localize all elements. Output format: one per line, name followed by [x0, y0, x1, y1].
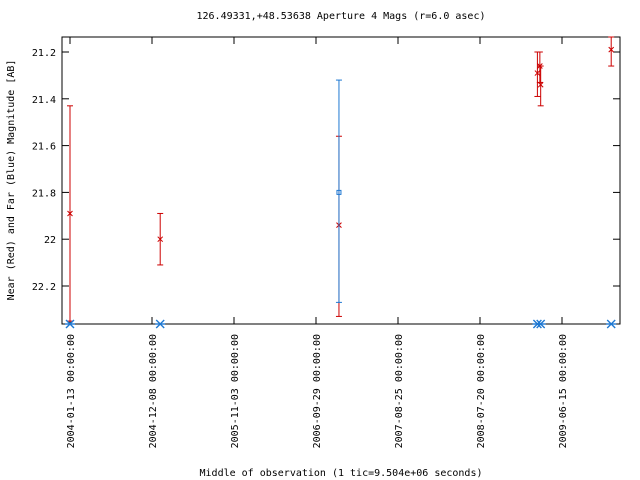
y-tick-label: 21.4: [32, 95, 56, 106]
data-point: [534, 70, 541, 76]
y-tick-label: 22: [44, 235, 56, 246]
limit-marker: [535, 319, 546, 329]
data-point: [608, 46, 615, 53]
y-tick-label: 21.6: [32, 142, 56, 153]
limit-marker: [155, 319, 166, 329]
x-tick-label: 2004-12-08 00:00:00: [148, 334, 159, 448]
y-axis-label: Near (Red) and Far (Blue) Magnitude [AB]: [6, 60, 17, 301]
data-marks: [65, 36, 617, 329]
x-tick-label: 2004-01-13 00:00:00: [66, 334, 77, 448]
data-point: [157, 236, 164, 243]
x-tick-label: 2009-06-15 00:00:00: [558, 334, 569, 448]
x-axis-label: Middle of observation (1 tic=9.504e+06 s…: [200, 468, 483, 479]
x-tick-label: 2008-07-20 00:00:00: [476, 334, 487, 448]
y-tick-label: 21.2: [32, 48, 56, 59]
limit-marker: [606, 319, 617, 329]
data-point: [67, 210, 73, 217]
limit-marker: [65, 319, 75, 329]
y-tick-label: 21.8: [32, 188, 56, 199]
x-tick-label: 2007-08-25 00:00:00: [394, 334, 405, 448]
data-point: [336, 189, 342, 195]
x-tick-label: 2005-11-03 00:00:00: [230, 334, 241, 448]
chart-title: 126.49331,+48.53638 Aperture 4 Mags (r=6…: [197, 11, 486, 22]
x-tick-label: 2006-09-29 00:00:00: [312, 334, 323, 448]
axis-ticks: 21.2 21.4 21.6 21.8 22 22.2 2004-01-13 00:00:0…: [32, 37, 620, 448]
data-point: [537, 81, 544, 88]
y-tick-label: 22.2: [32, 282, 56, 293]
plot-frame: [61, 36, 621, 325]
